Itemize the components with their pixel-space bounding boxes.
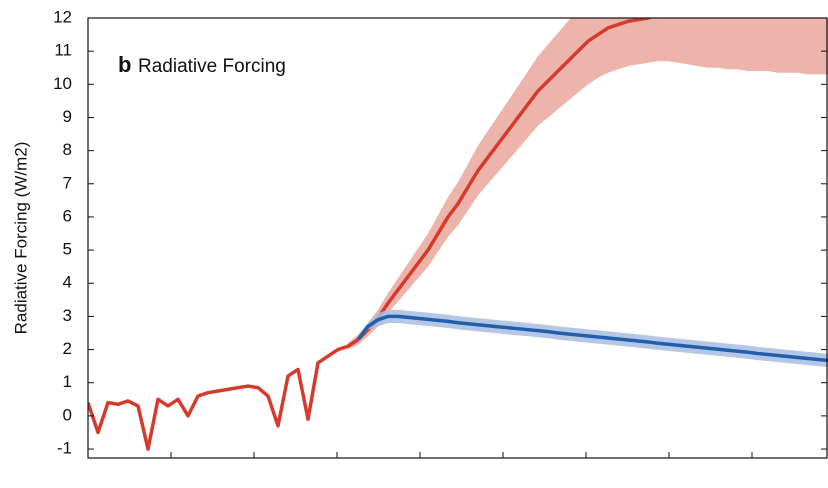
panel-label: b	[118, 52, 131, 77]
y-axis-label: Radiative Forcing (W/m2)	[11, 142, 30, 335]
series-line	[356, 314, 828, 363]
y-tick-label: 9	[63, 107, 72, 126]
y-tick-label: -1	[57, 439, 72, 458]
y-tick-label: 0	[63, 405, 72, 424]
y-tick-label: 3	[63, 306, 72, 325]
y-tick-label: 4	[63, 273, 72, 292]
y-tick-label: 8	[63, 140, 72, 159]
y-tick-label: 1	[63, 372, 72, 391]
uncertainty-band	[348, 18, 828, 350]
y-tick-label: 5	[63, 240, 72, 259]
y-tick-label: 12	[53, 7, 72, 26]
chart-title: Radiative Forcing	[138, 56, 286, 77]
y-tick-label: 2	[63, 339, 72, 358]
y-tick-label: 6	[63, 206, 72, 225]
plot-area	[88, 18, 828, 451]
y-tick-label: 7	[63, 173, 72, 192]
plot-frame	[87, 17, 828, 459]
y-tick-label: 10	[53, 74, 72, 93]
y-tick-label: 11	[54, 41, 72, 60]
